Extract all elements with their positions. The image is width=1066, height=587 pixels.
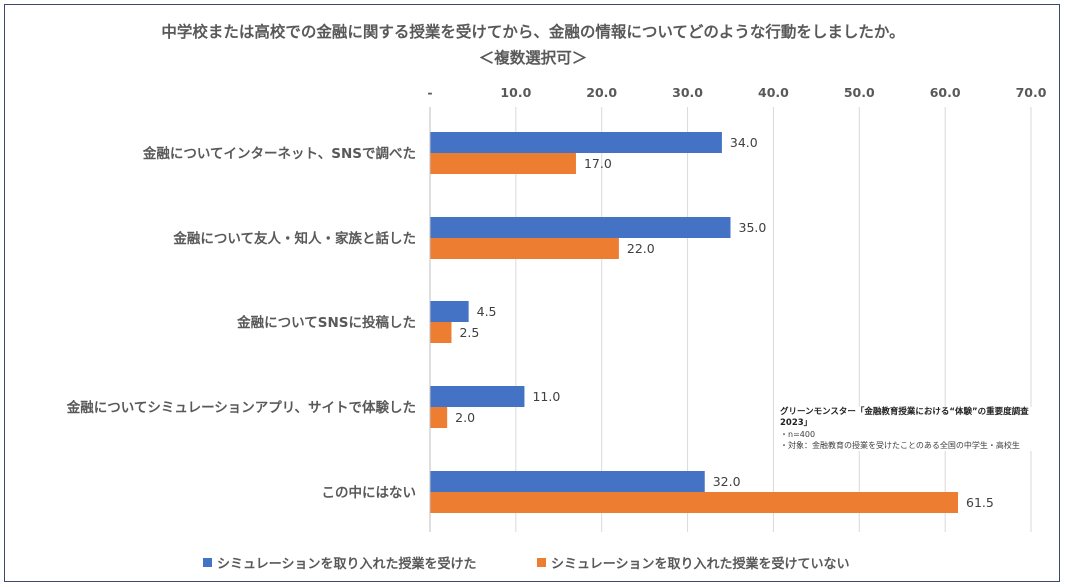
bar-series-2 — [430, 238, 619, 259]
legend-label-series-1: シミュレーションを取り入れた授業を受けた — [217, 557, 477, 572]
category-label: この中にはない — [322, 484, 417, 501]
legend-label-series-2: シミュレーションを取り入れた授業を受けていない — [551, 557, 850, 572]
chart-subtitle: ＜複数選択可＞ — [478, 49, 588, 67]
x-tick-label: 50.0 — [844, 85, 875, 100]
legend-swatch-series-1 — [203, 558, 212, 567]
bar-series-1 — [430, 217, 731, 238]
category-label: 金融についてインターネット、SNSで調べた — [142, 145, 416, 162]
data-label: 61.5 — [966, 495, 994, 510]
source-note-target: ・対象：金融教育の授業を受けたことのある全国の中学生・高校生 — [780, 441, 1020, 450]
bar-series-2 — [430, 153, 576, 174]
legend-item-series-1: シミュレーションを取り入れた授業を受けた — [203, 553, 476, 572]
x-tick-label: 40.0 — [758, 85, 789, 100]
category-label: 金融についてシミュレーションアプリ、サイトで体験した — [66, 399, 416, 416]
legend-swatch-series-2 — [537, 558, 546, 567]
bar-series-1 — [430, 301, 469, 322]
bar-series-1 — [430, 386, 525, 407]
legend-item-series-2: シミュレーションを取り入れた授業を受けていない — [537, 553, 849, 572]
bar-series-2 — [430, 407, 448, 428]
x-tick-label: 70.0 — [1016, 85, 1047, 100]
data-label: 2.5 — [459, 325, 479, 340]
bar-series-2 — [430, 492, 959, 513]
data-label: 11.0 — [532, 389, 560, 404]
data-label: 17.0 — [584, 156, 612, 171]
category-label: 金融について友人・知人・家族と話した — [172, 230, 416, 247]
data-label: 32.0 — [713, 474, 741, 489]
data-label: 35.0 — [739, 220, 767, 235]
bar-series-1 — [430, 132, 722, 153]
data-label: 34.0 — [730, 135, 758, 150]
data-label: 4.5 — [477, 304, 497, 319]
category-label: 金融についてSNSに投稿した — [236, 314, 416, 331]
source-note-sample: ・n=400 — [780, 430, 816, 439]
x-tick-label: 10.0 — [500, 85, 531, 100]
bar-series-2 — [430, 322, 452, 343]
bar-series-1 — [430, 471, 705, 492]
x-tick-label: 60.0 — [930, 85, 961, 100]
source-note-heading: グリーンモンスター「金融教育授業における“体験”の重要度調査2023」 — [780, 407, 1029, 428]
chart-title: 中学校または高校での金融に関する授業を受けてから、金融の情報についてどのような行… — [161, 23, 905, 41]
data-label: 22.0 — [627, 241, 655, 256]
x-tick-label: - — [427, 85, 432, 100]
source-note: グリーンモンスター「金融教育授業における“体験”の重要度調査2023」 ・n=4… — [780, 407, 1042, 451]
data-label: 2.0 — [455, 410, 475, 425]
x-tick-label: 30.0 — [672, 85, 703, 100]
x-tick-label: 20.0 — [586, 85, 617, 100]
